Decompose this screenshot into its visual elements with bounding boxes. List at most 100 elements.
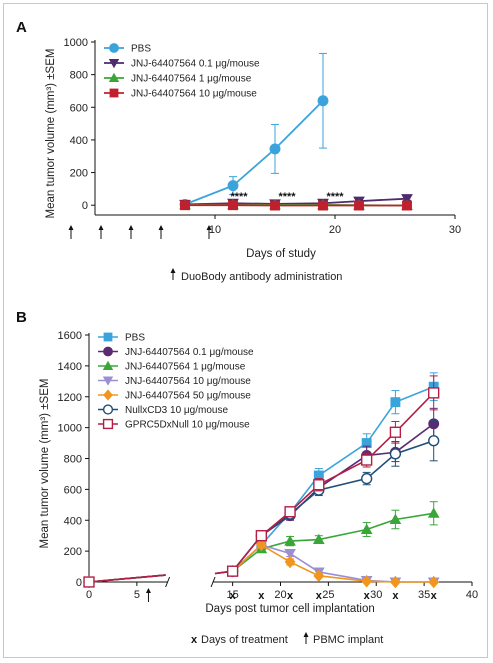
panel-a-legend-label: JNJ-64407564 1 μg/mouse — [131, 74, 252, 85]
panel-a-y-axis-label: Mean tumor volume (mm³) ±SEM — [45, 49, 57, 219]
panel-b-legend-label: PBS — [125, 333, 145, 344]
panel-b-data-point — [255, 530, 267, 542]
panel-b-treatment-mark: x — [431, 590, 438, 602]
panel-b-data-point — [389, 426, 402, 438]
panel-b-note-treatment: Days of treatment — [201, 634, 288, 646]
panel-a-legend-label: JNJ-64407564 0.1 μg/mouse — [131, 59, 260, 70]
panel-a-data-point — [228, 200, 238, 211]
panel-a-legend-label: PBS — [131, 44, 151, 55]
panel-a-data-point — [269, 143, 281, 155]
panel-b-letter: B — [16, 309, 27, 326]
panel-b-data-point — [284, 548, 296, 560]
panel-a-dosing-arrow-head — [98, 225, 104, 230]
panel-b-legend-entry: JNJ-64407564 10 μg/mouse — [98, 376, 251, 387]
panel-a-data-point — [180, 200, 190, 211]
panel-a-y-tick-label: 200 — [70, 168, 88, 180]
panel-a-y-tick-label: 600 — [70, 102, 88, 114]
panel-b-treatment-mark: x — [316, 590, 323, 602]
panel-b-legend-marker — [103, 332, 113, 342]
panel-b-legend-marker — [103, 346, 113, 357]
panel-b-legend-label: GPRC5DxNull 10 μg/mouse — [125, 420, 250, 431]
panel-b-legend-marker — [103, 389, 113, 401]
panel-b-note-pbmc: PBMC implant — [313, 634, 383, 646]
panel-b-data-point — [284, 506, 296, 518]
panel-b-data-point — [361, 472, 373, 485]
panel-b-data-point — [284, 535, 296, 546]
panel-b-data-point — [390, 575, 401, 589]
panel-b-y-axis-label: Mean tumor volume (mm³) ±SEM — [39, 379, 51, 549]
panel-b-note-arrow — [303, 632, 309, 644]
panel-a-series-1 — [179, 194, 413, 211]
panel-b-treatment-mark: x — [287, 590, 294, 602]
panel-a-significance-label: **** — [230, 191, 248, 203]
panel-a-dosing-arrow — [98, 225, 104, 239]
panel-a-series-line — [184, 197, 408, 206]
panel-b-data-point — [427, 507, 440, 518]
panel-b-y-tick-label: 1600 — [58, 330, 82, 342]
panel-a-data-point — [401, 194, 413, 205]
panel-b-note-x-mark: x — [191, 634, 198, 646]
panel-b-x-axis-label: Days post tumor cell implantation — [205, 603, 374, 615]
panel-b-x-tick-label: 20 — [274, 589, 286, 601]
panel-a-legend-marker — [109, 88, 119, 98]
panel-a-data-point — [354, 200, 364, 211]
panel-a-letter: A — [16, 19, 27, 36]
panel-b-data-point — [313, 470, 324, 481]
panel-b-data-point — [226, 565, 239, 577]
panel-a-y-tick-label: 1000 — [64, 37, 88, 49]
panel-b-data-point — [313, 569, 325, 583]
panel-b-treatment-mark: x — [392, 590, 399, 602]
panel-b-data-point — [284, 555, 296, 569]
panel-b-data-point — [361, 438, 372, 449]
panel-a-legend-label: JNJ-64407564 10 μg/mouse — [131, 89, 257, 100]
panel-b-data-point — [360, 523, 373, 535]
panel-b-legend-entry: NullxCD3 10 μg/mouse — [98, 404, 228, 416]
panel-a-legend-entry: JNJ-64407564 10 μg/mouse — [104, 89, 257, 100]
figure-frame — [3, 3, 488, 658]
panel-b-axis-break-mark — [165, 576, 171, 588]
panel-b-data-point — [428, 387, 440, 399]
panel-a-data-point — [270, 200, 280, 211]
panel-b-legend-label: NullxCD3 10 μg/mouse — [125, 405, 228, 416]
panel-a-series-3 — [180, 200, 412, 211]
panel-b-legend-label: JNJ-64407564 10 μg/mouse — [125, 376, 251, 387]
panel-a-x-tick-label: 10 — [209, 224, 221, 236]
panel-a-dosing-arrow-head — [158, 225, 164, 230]
panel-b-treatment-mark: x — [230, 590, 237, 602]
panel-a-note-arrow-head — [170, 268, 176, 273]
panel-b-series-lead-line — [88, 574, 166, 583]
panel-b-y-tick-label: 1200 — [58, 392, 82, 404]
panel-a-y-tick-label: 400 — [70, 135, 88, 147]
panel-b-data-point — [389, 513, 402, 524]
panel-a-data-point — [317, 95, 329, 107]
panel-b-series-1 — [83, 407, 440, 588]
panel-a-dosing-arrow-head — [128, 225, 134, 230]
panel-b-legend-entry: GPRC5DxNull 10 μg/mouse — [98, 418, 250, 431]
panel-b-data-point — [313, 479, 325, 491]
panel-a-data-point — [318, 200, 328, 211]
panel-b-treatment-mark: x — [364, 590, 371, 602]
panel-a-dosing-arrow — [68, 225, 74, 239]
panel-b-x-tick-label: 25 — [322, 589, 334, 601]
panel-b-x-tick-label: 40 — [466, 589, 478, 601]
panel-b-legend-label: JNJ-64407564 0.1 μg/mouse — [125, 347, 254, 358]
panel-b-x-tick-label: 15 — [227, 589, 239, 601]
panel-a-legend-entry: PBS — [104, 43, 151, 55]
panel-a-series-line — [184, 100, 324, 206]
panel-b-x-tick-label: 35 — [418, 589, 430, 601]
panel-b-series-5 — [83, 420, 440, 588]
panel-a-dosing-arrow — [158, 225, 164, 239]
panel-a-dosing-arrow — [128, 225, 134, 239]
panel-a-legend-entry: JNJ-64407564 1 μg/mouse — [104, 72, 252, 85]
panel-a-dosing-arrow — [206, 225, 212, 239]
panel-a-x-axis-label: Days of study — [246, 248, 316, 260]
panel-b-pbmc-arrow — [145, 588, 151, 602]
panel-a-data-point — [227, 180, 239, 192]
panel-a-y-tick-label: 800 — [70, 70, 88, 82]
panel-a-significance-label: **** — [326, 191, 344, 203]
panel-b-y-tick-label: 0 — [76, 577, 82, 589]
panel-b-pbmc-arrow-head — [145, 588, 151, 593]
panel-a-y-tick-label: 0 — [82, 200, 88, 212]
panel-b-legend-marker — [102, 418, 114, 430]
